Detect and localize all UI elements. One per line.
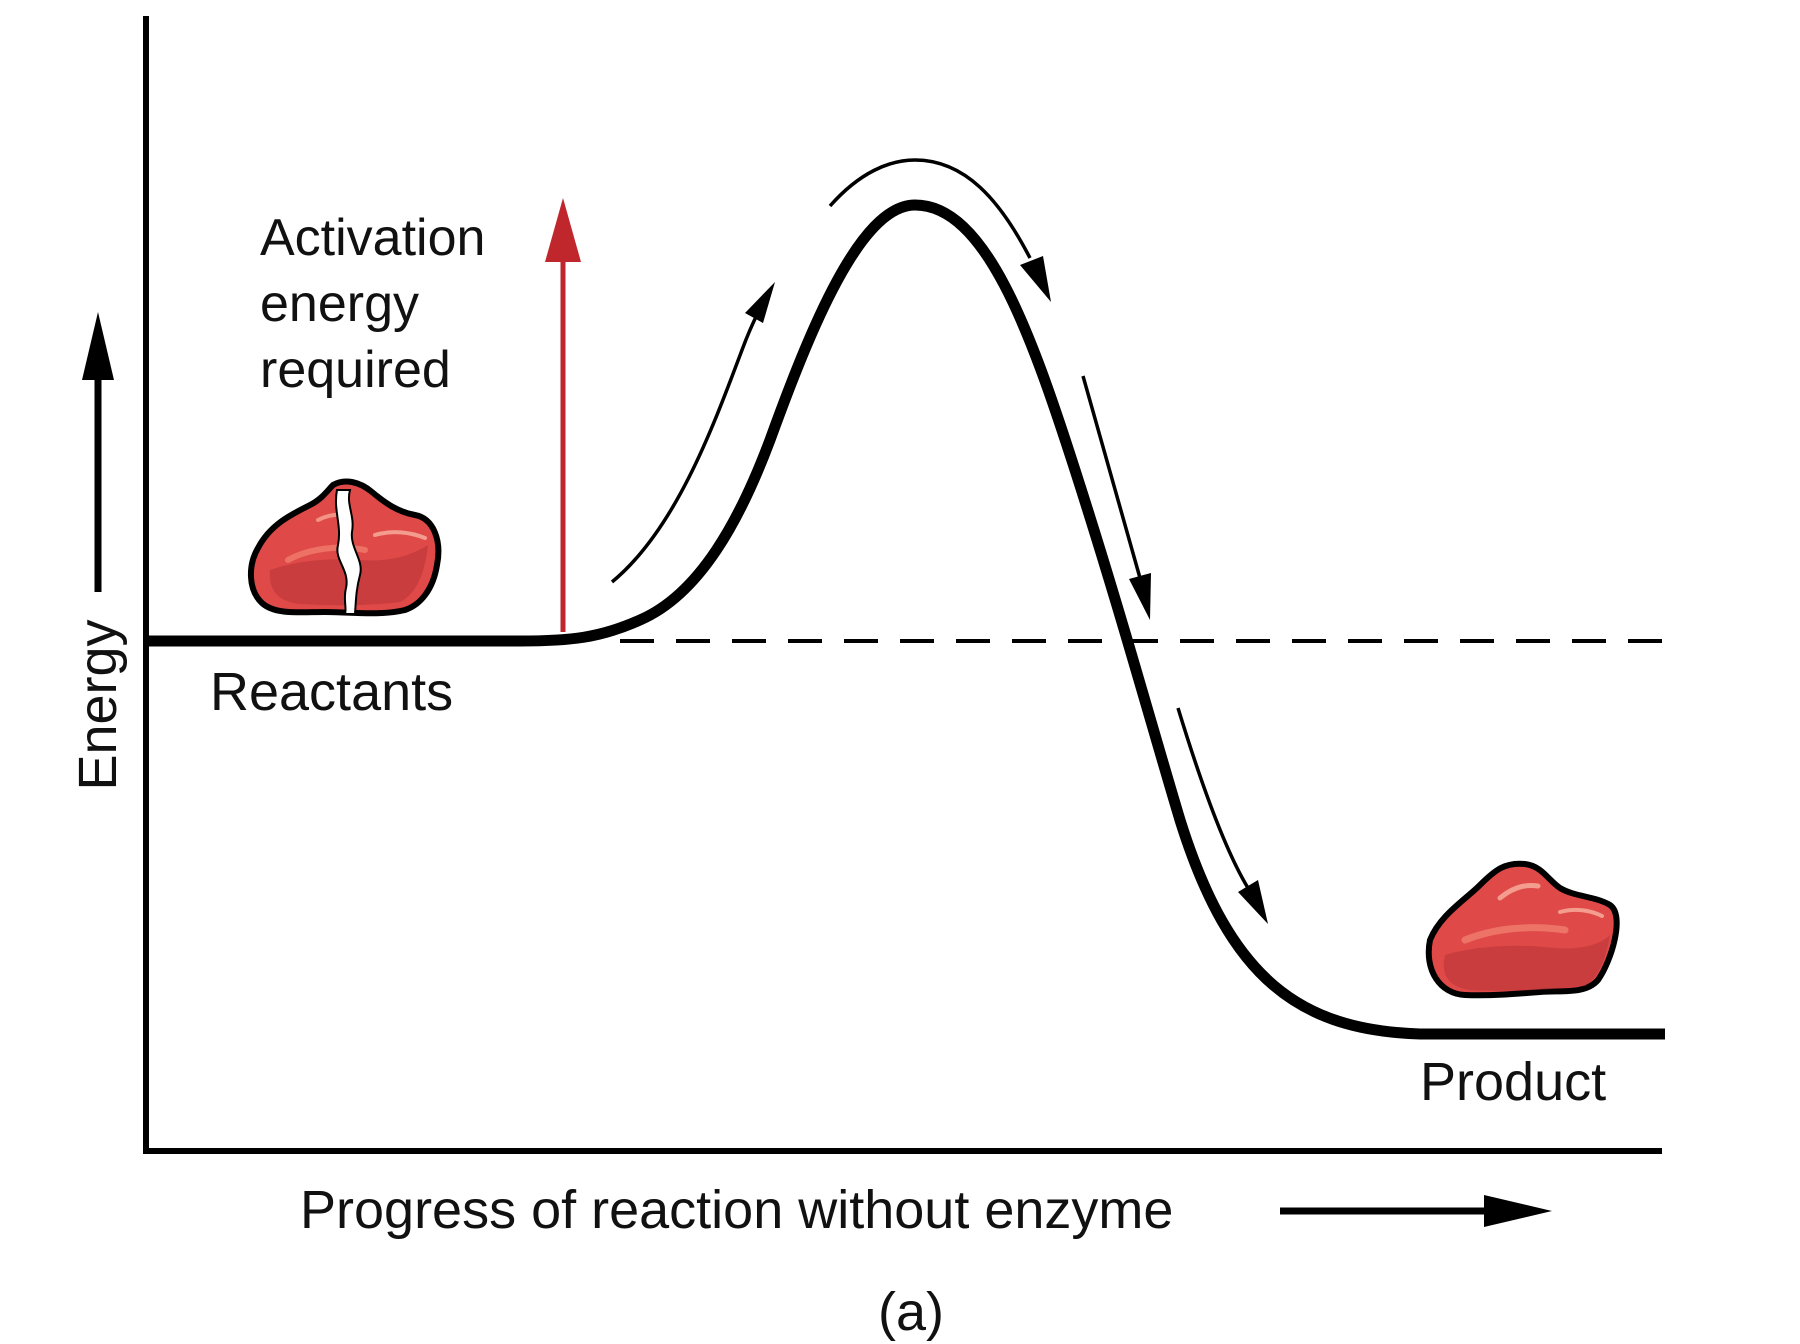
energy-curve bbox=[146, 199, 1665, 1040]
molecule-icon bbox=[1425, 860, 1620, 999]
x-axis-direction-arrow bbox=[1280, 1195, 1552, 1227]
split-molecule-icon bbox=[248, 478, 442, 617]
downhill-arrow-2 bbox=[1176, 707, 1250, 889]
curve-direction-arrows bbox=[610, 158, 1268, 924]
activation-energy-label-line1: Activation bbox=[260, 209, 485, 267]
downhill-arrowhead-2 bbox=[1238, 880, 1268, 924]
uphill-arrowhead bbox=[745, 282, 775, 323]
downhill-arrowhead-1 bbox=[1129, 573, 1151, 620]
peak-arrow bbox=[828, 158, 1032, 259]
reactants-label: Reactants bbox=[210, 662, 453, 722]
y-axis-label: Energy bbox=[68, 619, 128, 790]
activation-energy-arrow bbox=[545, 198, 581, 632]
peak-arrowhead bbox=[1020, 256, 1051, 302]
y-axis-direction-arrow bbox=[82, 312, 114, 592]
activation-energy-label-line2: energy bbox=[260, 275, 419, 333]
x-axis-label: Progress of reaction without enzyme bbox=[300, 1180, 1173, 1240]
activation-energy-label-line3: required bbox=[260, 341, 451, 399]
figure-caption: (a) bbox=[878, 1282, 944, 1342]
product-label: Product bbox=[1420, 1052, 1606, 1112]
downhill-arrow-1 bbox=[1081, 375, 1142, 579]
uphill-arrow bbox=[610, 291, 772, 584]
